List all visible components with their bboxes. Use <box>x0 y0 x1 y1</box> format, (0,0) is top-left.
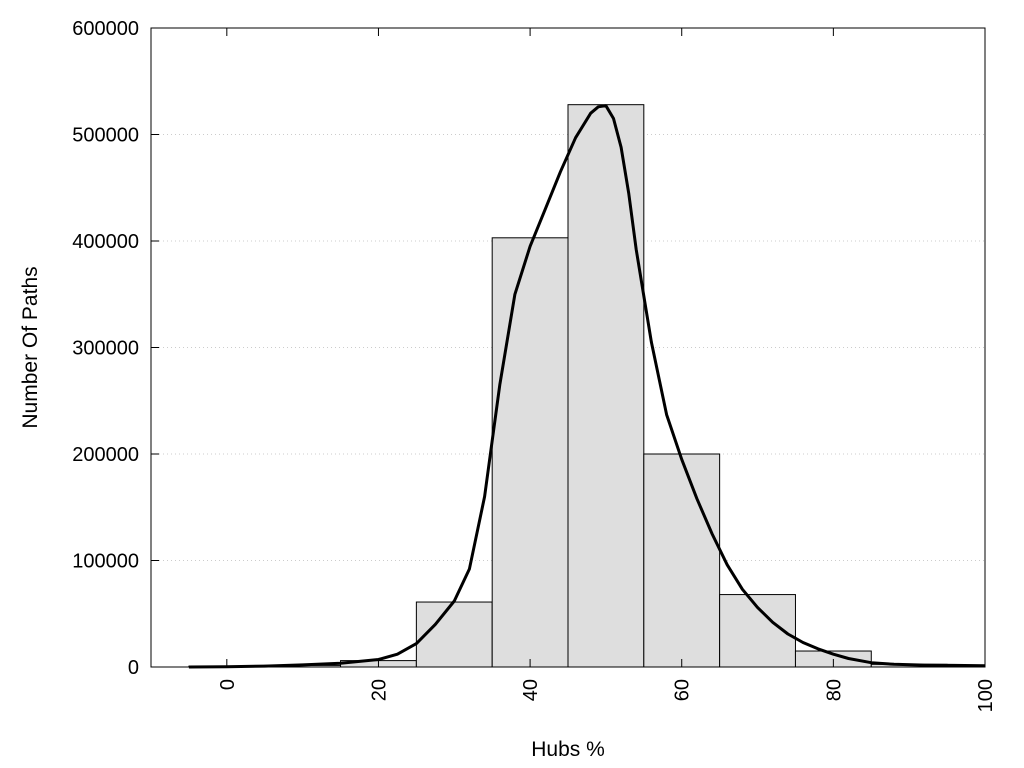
density-curve <box>188 104 986 669</box>
density-curve-line <box>188 104 986 669</box>
bars <box>188 104 986 668</box>
x-tick-label: 0 <box>217 679 239 690</box>
x-axis-label: Hubs % <box>531 738 605 761</box>
histogram-bar <box>491 237 569 668</box>
y-axis-label: Number Of Paths <box>19 266 42 428</box>
y-tick-label: 0 <box>128 657 139 679</box>
histogram-bar <box>415 601 493 668</box>
y-tick-label: 300000 <box>72 338 139 360</box>
histogram-bar <box>643 453 721 668</box>
x-tick-label: 100 <box>975 679 997 712</box>
x-tick-label: 60 <box>672 679 694 701</box>
y-axis-ticks: 0 100000 200000 300000 400000 500000 600000 <box>72 18 159 679</box>
x-tick-label: 80 <box>823 679 845 701</box>
y-tick-label: 100000 <box>72 551 139 573</box>
x-axis-ticks: 0 20 40 60 80 100 <box>217 28 997 712</box>
x-tick-label: 40 <box>520 679 542 701</box>
histogram-bar <box>567 104 645 668</box>
y-tick-label: 600000 <box>72 18 139 40</box>
y-tick-label: 500000 <box>72 125 139 147</box>
x-tick-label: 20 <box>368 679 390 701</box>
y-tick-label: 200000 <box>72 444 139 466</box>
y-tick-label: 400000 <box>72 231 139 253</box>
